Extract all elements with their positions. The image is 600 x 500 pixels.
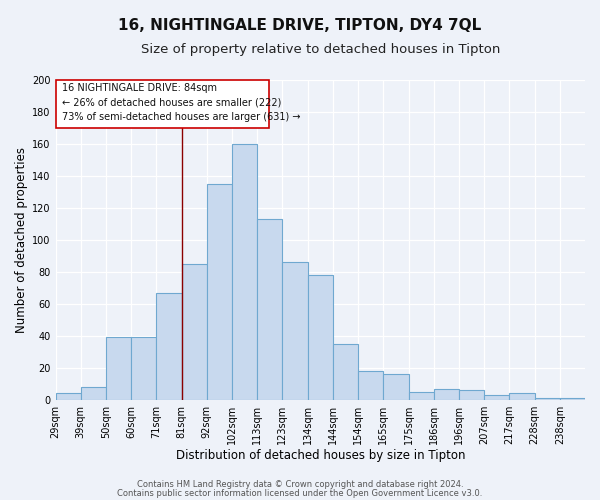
Text: Contains HM Land Registry data © Crown copyright and database right 2024.: Contains HM Land Registry data © Crown c…	[137, 480, 463, 489]
Bar	[232, 144, 257, 400]
Bar	[409, 392, 434, 400]
Bar	[333, 344, 358, 400]
Bar	[81, 387, 106, 400]
Bar	[56, 394, 81, 400]
Text: 16 NIGHTINGALE DRIVE: 84sqm
← 26% of detached houses are smaller (222)
73% of se: 16 NIGHTINGALE DRIVE: 84sqm ← 26% of det…	[62, 84, 301, 122]
Bar	[484, 395, 509, 400]
X-axis label: Distribution of detached houses by size in Tipton: Distribution of detached houses by size …	[176, 450, 465, 462]
Bar	[358, 371, 383, 400]
Bar	[106, 338, 131, 400]
Y-axis label: Number of detached properties: Number of detached properties	[15, 147, 28, 333]
FancyBboxPatch shape	[56, 80, 269, 128]
Bar	[459, 390, 484, 400]
Bar	[308, 275, 333, 400]
Text: 16, NIGHTINGALE DRIVE, TIPTON, DY4 7QL: 16, NIGHTINGALE DRIVE, TIPTON, DY4 7QL	[118, 18, 482, 32]
Bar	[535, 398, 560, 400]
Bar	[509, 394, 535, 400]
Title: Size of property relative to detached houses in Tipton: Size of property relative to detached ho…	[140, 42, 500, 56]
Bar	[560, 398, 585, 400]
Bar	[257, 219, 283, 400]
Bar	[283, 262, 308, 400]
Bar	[131, 338, 157, 400]
Bar	[434, 388, 459, 400]
Text: Contains public sector information licensed under the Open Government Licence v3: Contains public sector information licen…	[118, 488, 482, 498]
Bar	[157, 292, 182, 400]
Bar	[182, 264, 207, 400]
Bar	[207, 184, 232, 400]
Bar	[383, 374, 409, 400]
